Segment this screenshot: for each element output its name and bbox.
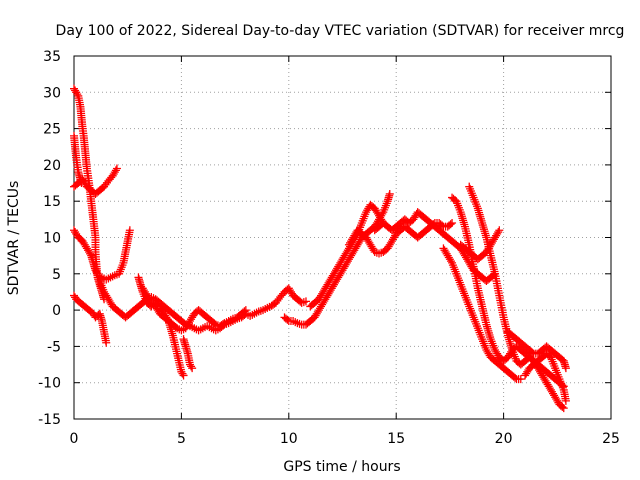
series-track-b xyxy=(70,131,86,188)
data-point xyxy=(240,307,249,316)
y-tick-label: 30 xyxy=(43,85,61,101)
data-point xyxy=(102,338,111,347)
y-tick-label: 20 xyxy=(43,158,61,174)
data-point xyxy=(561,396,570,405)
series-track-n xyxy=(439,244,525,384)
data-point xyxy=(385,189,394,198)
y-axis-label: SDTVAR / TECUs xyxy=(6,181,22,296)
data-point xyxy=(523,367,532,376)
data-point xyxy=(438,221,447,230)
y-tick-label: 10 xyxy=(43,231,61,247)
x-tick-label: 15 xyxy=(387,431,405,447)
data-point xyxy=(559,404,568,413)
series-track-k xyxy=(306,200,388,311)
data-point xyxy=(112,164,121,173)
data-point xyxy=(241,306,250,315)
series-track-q xyxy=(456,226,504,264)
data-point xyxy=(516,375,525,384)
data-points xyxy=(70,84,570,413)
series-track-h xyxy=(138,284,250,335)
data-point xyxy=(561,364,570,373)
data-point xyxy=(446,220,455,229)
data-point xyxy=(187,362,196,371)
data-point xyxy=(70,291,78,300)
y-tick-label: 5 xyxy=(52,267,61,283)
x-axis-label: GPS time / hours xyxy=(283,459,400,475)
series-track-d xyxy=(70,226,134,284)
y-tick-label: 0 xyxy=(52,303,61,319)
data-point xyxy=(210,319,219,328)
series-track-i xyxy=(179,335,197,373)
series-track-e xyxy=(70,291,111,347)
x-tick-labels: 0 5 10 15 20 25 xyxy=(70,431,620,447)
series-track-a xyxy=(70,84,109,304)
x-tick-label: 10 xyxy=(280,431,298,447)
series-track-p xyxy=(465,182,568,413)
data-point xyxy=(458,241,467,250)
data-point xyxy=(283,315,292,324)
data-point xyxy=(73,90,82,99)
y-tick-label: -15 xyxy=(38,412,61,428)
data-point xyxy=(111,166,120,175)
series-track-s xyxy=(521,349,570,405)
y-tick-label: -10 xyxy=(38,376,61,392)
axis-ticks xyxy=(73,55,612,420)
series-track-c xyxy=(70,164,121,198)
data-point xyxy=(86,249,95,258)
y-tick-label: 15 xyxy=(43,194,61,210)
data-point xyxy=(125,226,134,235)
y-tick-labels: -15 -10 -5 0 5 10 15 20 25 30 35 xyxy=(38,49,61,428)
series-track-o xyxy=(448,193,568,391)
series-track-f xyxy=(95,277,310,335)
data-point xyxy=(446,257,455,266)
data-point xyxy=(456,240,465,249)
y-tick-label: 35 xyxy=(43,49,61,65)
data-point xyxy=(558,402,567,411)
data-point xyxy=(179,371,188,380)
data-point xyxy=(110,168,119,177)
data-point xyxy=(448,218,457,227)
chart-title: Day 100 of 2022, Sidereal Day-to-day VTE… xyxy=(56,23,625,39)
x-tick-label: 5 xyxy=(177,431,186,447)
y-tick-label: 25 xyxy=(43,122,61,138)
data-point xyxy=(301,297,310,306)
data-point xyxy=(528,348,537,357)
data-point xyxy=(178,369,187,378)
data-point xyxy=(188,364,197,373)
data-point xyxy=(92,267,101,276)
data-point xyxy=(91,266,100,275)
x-tick-label: 0 xyxy=(70,431,79,447)
data-point xyxy=(511,373,520,382)
series-track-r xyxy=(503,327,570,373)
x-tick-label: 20 xyxy=(495,431,513,447)
y-tick-label: -5 xyxy=(47,339,61,355)
x-tick-label: 25 xyxy=(602,431,620,447)
